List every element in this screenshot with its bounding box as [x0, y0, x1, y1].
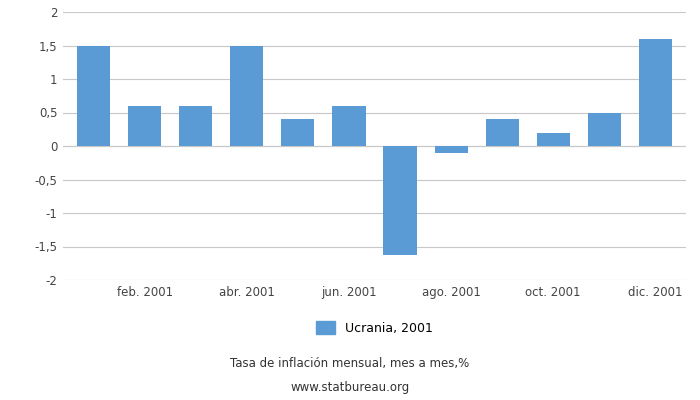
Bar [384, 146, 416, 255]
Bar [281, 119, 314, 146]
Text: Tasa de inflación mensual, mes a mes,%: Tasa de inflación mensual, mes a mes,% [230, 358, 470, 370]
Text: www.statbureau.org: www.statbureau.org [290, 382, 410, 394]
Bar [435, 146, 468, 153]
Bar [588, 112, 621, 146]
Bar [639, 39, 672, 146]
Bar [230, 46, 263, 146]
Bar [77, 46, 110, 146]
Bar [179, 106, 212, 146]
Bar [537, 133, 570, 146]
Legend: Ucrania, 2001: Ucrania, 2001 [316, 321, 433, 335]
Bar [486, 119, 519, 146]
Bar [332, 106, 365, 146]
Bar [128, 106, 161, 146]
